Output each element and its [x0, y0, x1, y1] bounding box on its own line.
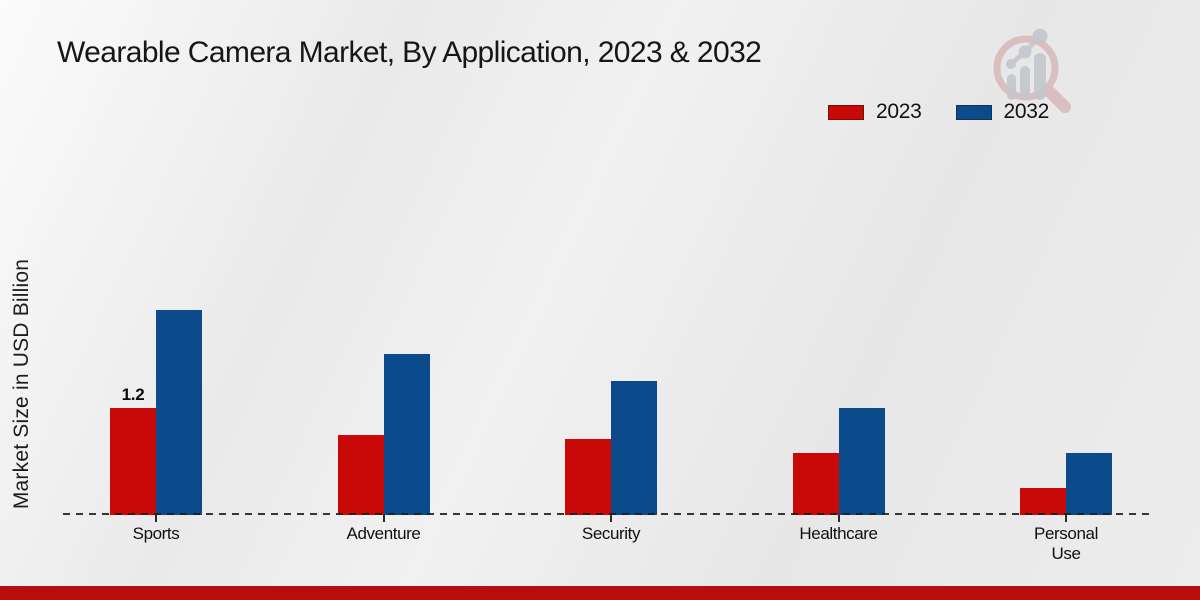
legend: 2023 2032	[828, 100, 1049, 124]
bar-2023	[110, 408, 156, 515]
axis-tick	[837, 515, 840, 522]
axis-tick	[155, 515, 157, 522]
legend-label-2032: 2032	[1003, 100, 1050, 123]
category-label: Sports	[132, 524, 180, 543]
axis-tick	[610, 515, 612, 522]
category-label: Adventure	[346, 524, 421, 543]
legend-swatch-2023	[828, 104, 864, 120]
bar-2032	[838, 408, 885, 515]
legend-item-2023: 2023	[828, 100, 922, 124]
legend-item-2032: 2032	[955, 100, 1050, 124]
bar-2023	[565, 439, 611, 515]
bar-2032	[156, 310, 202, 515]
bar-2032	[1066, 453, 1112, 515]
category-label: Security	[581, 524, 641, 543]
bar-2032	[611, 381, 657, 515]
bar-2023	[792, 453, 839, 515]
axis-tick	[382, 515, 385, 522]
category-label: Healthcare	[799, 524, 878, 543]
bar-2023	[1020, 488, 1066, 515]
bar-2023	[337, 435, 384, 515]
axis-tick	[1065, 515, 1067, 522]
footer-accent-bar	[0, 586, 1200, 600]
chart-title: Wearable Camera Market, By Application, …	[57, 36, 762, 69]
bar-2032	[383, 354, 430, 515]
x-axis-baseline	[63, 513, 1155, 515]
category-label: Personal Use	[1034, 524, 1098, 563]
legend-swatch-2032	[955, 104, 992, 120]
bar-value-label: 1.2	[121, 385, 145, 404]
legend-label-2023: 2023	[876, 100, 922, 123]
